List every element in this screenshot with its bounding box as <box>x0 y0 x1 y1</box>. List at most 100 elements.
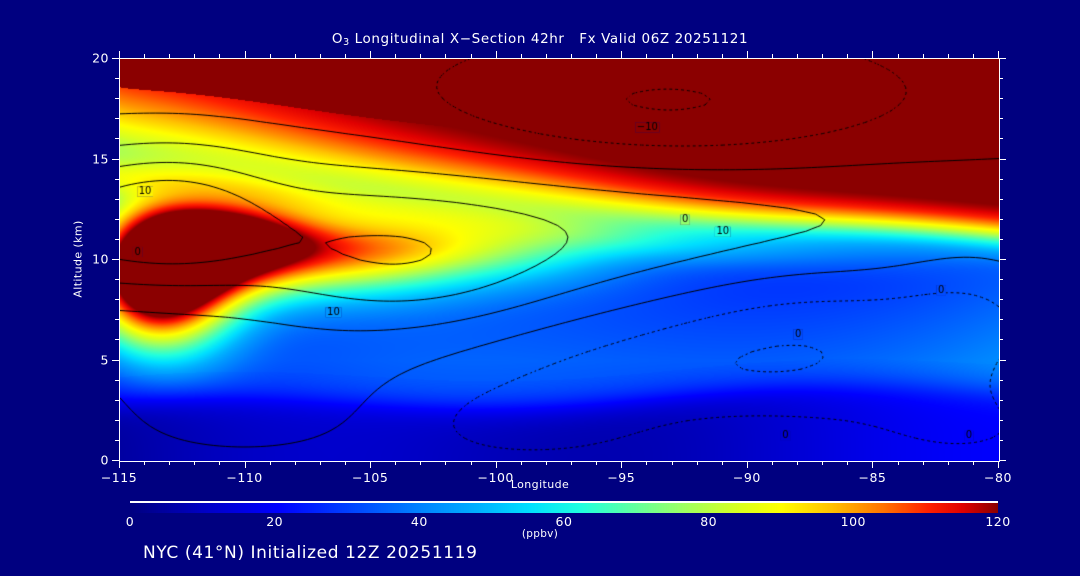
x-axis-tick <box>621 461 622 468</box>
x-axis-tick <box>872 51 873 58</box>
x-axis-tick <box>998 51 999 58</box>
colorbar-tick-label: 100 <box>840 514 867 529</box>
x-axis-tick <box>596 54 597 58</box>
x-axis-tick <box>797 461 798 465</box>
x-axis-tick <box>973 54 974 58</box>
x-axis-tick-label: −80 <box>984 470 1012 485</box>
x-axis-tick <box>471 54 472 58</box>
y-axis-tick <box>999 339 1003 340</box>
x-axis-tick <box>646 461 647 465</box>
x-axis-tick <box>847 54 848 58</box>
title-subscript: 3 <box>343 37 350 48</box>
x-axis-title: Longitude <box>510 478 570 491</box>
y-axis-tick <box>999 159 1006 160</box>
y-axis-tick <box>112 159 119 160</box>
y-axis-tick-label: 5 <box>100 352 109 367</box>
colorbar-tick-label: 40 <box>410 514 428 529</box>
x-axis-tick <box>169 461 170 465</box>
y-axis-tick-label: 10 <box>92 251 109 267</box>
y-axis-tick <box>999 199 1003 200</box>
y-axis-tick <box>999 138 1003 139</box>
x-axis-tick <box>571 54 572 58</box>
page-title: O3 Longitudinal X−Section 42hr Fx Valid … <box>0 31 1080 48</box>
x-axis-tick <box>772 461 773 465</box>
x-axis-tick <box>270 54 271 58</box>
x-axis-tick-label: −110 <box>226 470 263 485</box>
x-axis-tick <box>445 461 446 465</box>
x-axis-tick <box>923 461 924 465</box>
x-axis-tick <box>370 461 371 468</box>
x-axis-tick <box>420 461 421 465</box>
y-axis-tick <box>999 440 1003 441</box>
x-axis-tick <box>420 54 421 58</box>
x-axis-tick <box>973 461 974 465</box>
x-axis-tick <box>219 54 220 58</box>
y-axis-tick <box>115 118 119 119</box>
y-axis-tick <box>999 239 1003 240</box>
x-axis-tick <box>772 54 773 58</box>
y-axis-tick-label: 20 <box>92 50 109 66</box>
x-axis-tick <box>445 54 446 58</box>
cross-section-plot <box>119 58 1000 462</box>
x-axis-tick <box>320 54 321 58</box>
x-axis-tick <box>923 54 924 58</box>
y-axis-tick <box>999 299 1003 300</box>
colorbar <box>130 501 998 513</box>
x-axis-tick <box>194 461 195 465</box>
y-axis-tick <box>112 360 119 361</box>
x-axis-tick <box>948 54 949 58</box>
y-axis-tick <box>112 259 119 260</box>
y-axis-tick <box>115 78 119 79</box>
x-axis-tick <box>722 54 723 58</box>
x-axis-tick <box>998 461 999 468</box>
x-axis-tick <box>521 461 522 465</box>
x-axis-tick <box>219 461 220 465</box>
x-axis-tick <box>546 54 547 58</box>
x-axis-tick <box>747 461 748 468</box>
y-axis-tick <box>999 380 1003 381</box>
y-axis-tick <box>115 98 119 99</box>
x-axis-tick <box>496 51 497 58</box>
x-axis-tick <box>245 461 246 468</box>
y-axis-tick-label: 15 <box>92 151 109 166</box>
footer-caption: NYC (41°N) Initialized 12Z 20251119 <box>143 543 478 563</box>
colorbar-tick-label: 120 <box>985 514 1011 529</box>
y-axis-tick <box>999 259 1006 260</box>
x-axis-tick <box>747 51 748 58</box>
colorbar-tick-label: 20 <box>266 514 284 529</box>
x-axis-tick <box>521 54 522 58</box>
y-axis-tick <box>115 199 119 200</box>
y-axis-tick <box>112 460 119 461</box>
x-axis-tick <box>471 461 472 465</box>
y-axis-tick <box>115 440 119 441</box>
x-axis-tick <box>345 461 346 465</box>
x-axis-tick <box>169 54 170 58</box>
x-axis-tick <box>144 461 145 465</box>
y-axis-title: Altitude (km) <box>71 220 85 298</box>
x-axis-tick <box>295 54 296 58</box>
y-axis-tick <box>115 138 119 139</box>
colorbar-tick-label: 80 <box>700 514 718 529</box>
x-axis-tick <box>370 51 371 58</box>
x-axis-tick-label: −90 <box>732 470 761 485</box>
x-axis-tick <box>144 54 145 58</box>
y-axis-tick <box>115 299 119 300</box>
x-axis-tick <box>571 461 572 465</box>
y-axis-tick <box>999 58 1006 59</box>
colorbar-units-label: (ppbv) <box>521 528 559 540</box>
y-axis-tick <box>115 279 119 280</box>
y-axis-tick <box>115 179 119 180</box>
x-axis-tick <box>345 54 346 58</box>
y-axis-tick <box>115 339 119 340</box>
y-axis-tick <box>112 58 119 59</box>
y-axis-tick <box>115 319 119 320</box>
y-axis-tick <box>999 118 1003 119</box>
x-axis-tick <box>119 51 120 58</box>
y-axis-tick <box>999 460 1006 461</box>
x-axis-tick <box>697 54 698 58</box>
x-axis-tick-label: −85 <box>858 470 887 485</box>
y-axis-tick <box>999 319 1003 320</box>
x-axis-tick <box>320 461 321 465</box>
y-axis-tick <box>999 279 1003 280</box>
x-axis-tick-label: −100 <box>477 470 514 485</box>
